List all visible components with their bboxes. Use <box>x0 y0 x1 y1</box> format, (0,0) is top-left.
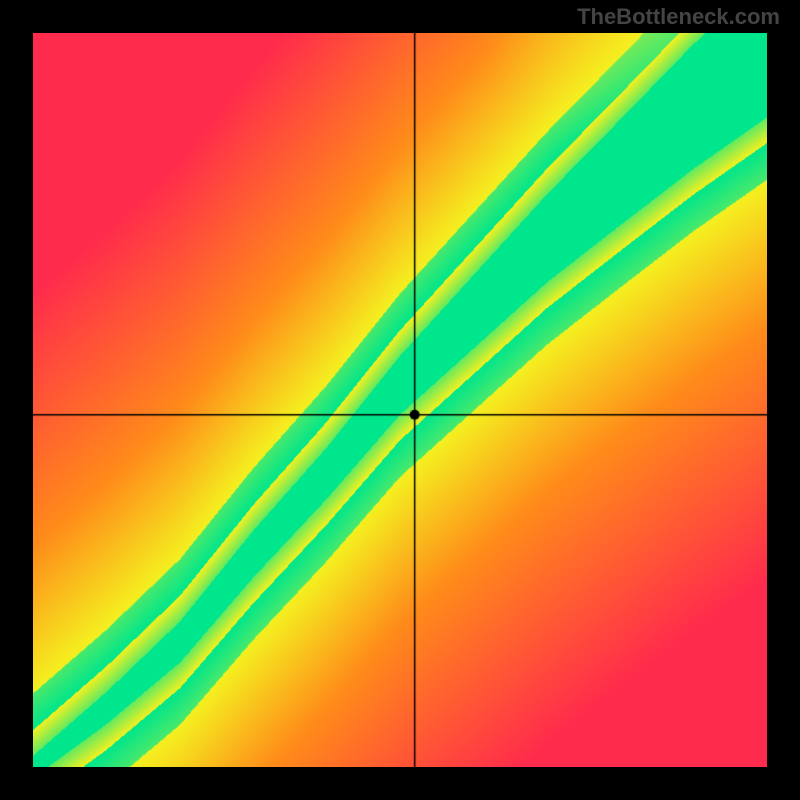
heatmap-canvas <box>33 33 767 767</box>
chart-container: TheBottleneck.com <box>0 0 800 800</box>
watermark-text: TheBottleneck.com <box>577 4 780 30</box>
